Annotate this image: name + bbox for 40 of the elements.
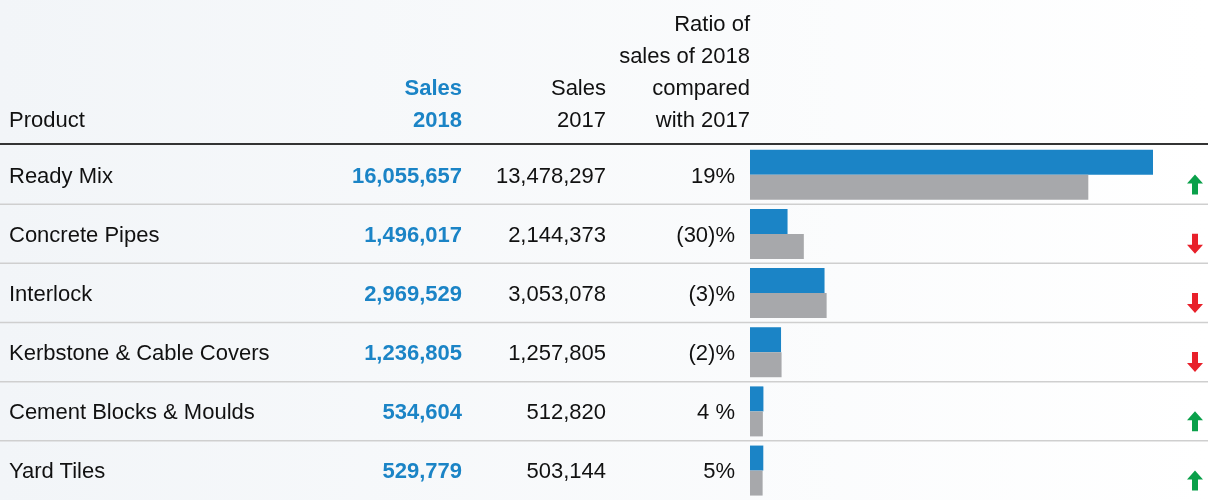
bar xyxy=(750,149,1153,175)
data-label: 503,144 xyxy=(526,458,606,484)
bar xyxy=(750,208,788,234)
data-label: 1,496,017 xyxy=(364,221,462,247)
text: Sales 2017 xyxy=(549,74,606,134)
y-tick-label: Kerbstone & Cable Covers xyxy=(9,340,270,366)
text: Sales 2018 xyxy=(403,74,462,134)
text: (30)% xyxy=(676,221,735,247)
data-label: 512,820 xyxy=(526,399,606,425)
bar xyxy=(750,411,763,437)
bar xyxy=(750,386,764,412)
text: 19% xyxy=(690,162,735,188)
data-label: 534,604 xyxy=(382,399,463,425)
y-tick-label: Interlock xyxy=(9,280,94,306)
y-tick-label: Ready Mix xyxy=(9,162,113,188)
text: 5% xyxy=(703,458,735,484)
y-tick-label: Concrete Pipes xyxy=(9,221,160,247)
data-label: 529,779 xyxy=(382,458,462,484)
bar xyxy=(750,352,782,378)
text: 4 % xyxy=(697,399,735,425)
data-label: 13,478,297 xyxy=(495,162,606,188)
y-tick-label: Cement Blocks & Moulds xyxy=(9,399,255,425)
bar xyxy=(750,174,1089,200)
text: (2)% xyxy=(688,340,735,366)
bar xyxy=(750,445,764,471)
data-label: 1,236,805 xyxy=(364,340,462,366)
y-axis-title: Product xyxy=(9,106,85,134)
text: (3)% xyxy=(688,280,735,306)
bar xyxy=(750,327,782,353)
data-label: 3,053,078 xyxy=(508,280,606,306)
bar xyxy=(750,233,804,259)
bar xyxy=(750,470,763,496)
bar xyxy=(750,268,825,294)
data-label: 2,969,529 xyxy=(364,280,462,306)
data-label: 1,257,805 xyxy=(508,340,606,366)
bar xyxy=(750,293,827,319)
y-tick-label: Yard Tiles xyxy=(9,458,106,484)
data-label: 16,055,657 xyxy=(351,162,462,188)
text: Ratio of sales of 2018 compared with 2017 xyxy=(618,10,750,134)
data-label: 2,144,373 xyxy=(508,221,606,247)
